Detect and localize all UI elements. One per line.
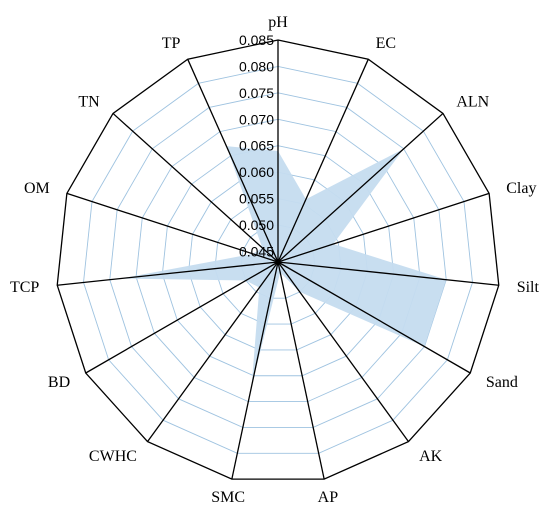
spoke-ak xyxy=(277,261,410,442)
tick-label-3: 0.060 xyxy=(239,164,274,180)
axis-label-ak: AK xyxy=(419,448,443,465)
series-area xyxy=(120,146,447,387)
grid-ring-3 xyxy=(188,171,368,351)
tick-label-2: 0.055 xyxy=(239,191,274,207)
tick-label-7: 0.080 xyxy=(239,58,274,74)
tick-label-6: 0.075 xyxy=(239,85,274,101)
grid-ring-4 xyxy=(161,145,395,377)
spoke-smc xyxy=(231,261,279,480)
tick-label-4: 0.065 xyxy=(239,138,274,154)
spoke-aln xyxy=(277,112,444,263)
tick-label-1: 0.050 xyxy=(239,217,274,233)
axis-label-smc: SMC xyxy=(211,489,245,506)
axis-label-om: OM xyxy=(24,180,50,197)
axis-label-silt: Silt xyxy=(517,279,540,296)
axis-label-sand: Sand xyxy=(486,374,518,391)
axis-label-cwhc: CWHC xyxy=(89,448,137,465)
spoke-om xyxy=(66,192,279,263)
axis-label-tcp: TCP xyxy=(10,279,39,296)
axis-label-ph: pH xyxy=(268,14,288,31)
series-area-0 xyxy=(120,146,447,387)
tick-label-8: 0.085 xyxy=(239,32,274,48)
axis-label-tn: TN xyxy=(78,93,100,110)
axis-spokes xyxy=(57,40,499,480)
spoke-sand xyxy=(277,261,471,374)
spoke-silt xyxy=(277,261,499,286)
spoke-bd xyxy=(85,261,279,374)
spoke-cwhc xyxy=(146,261,279,442)
spoke-tn xyxy=(112,112,279,263)
tick-label-5: 0.070 xyxy=(239,111,274,127)
axis-label-aln: ALN xyxy=(456,93,489,110)
spoke-ec xyxy=(277,58,369,263)
grid-ring-5 xyxy=(135,118,421,403)
axis-label-ec: EC xyxy=(376,35,396,52)
outer-ring-polygon xyxy=(56,39,500,480)
axis-labels: pH EC ALN Clay Silt Sand AK AP SMC CWHC BD TCP OM TN T… xyxy=(10,14,540,506)
spoke-ap xyxy=(277,261,325,480)
tick-label-0: 0.045 xyxy=(239,243,274,259)
tick-labels: 0.045 0.050 0.055 0.060 0.065 0.070 0.075 0.080… xyxy=(239,32,274,259)
spoke-tcp xyxy=(57,261,279,286)
grid-ring-7 xyxy=(83,65,473,454)
axis-label-bd: BD xyxy=(48,374,70,391)
outer-ring xyxy=(56,39,500,480)
axis-label-tp: TP xyxy=(162,35,181,52)
spoke-clay xyxy=(277,192,490,263)
axis-label-ap: AP xyxy=(318,489,339,506)
axis-label-clay: Clay xyxy=(506,180,536,197)
grid-ring-6 xyxy=(109,92,447,428)
spoke-tp xyxy=(187,58,279,263)
